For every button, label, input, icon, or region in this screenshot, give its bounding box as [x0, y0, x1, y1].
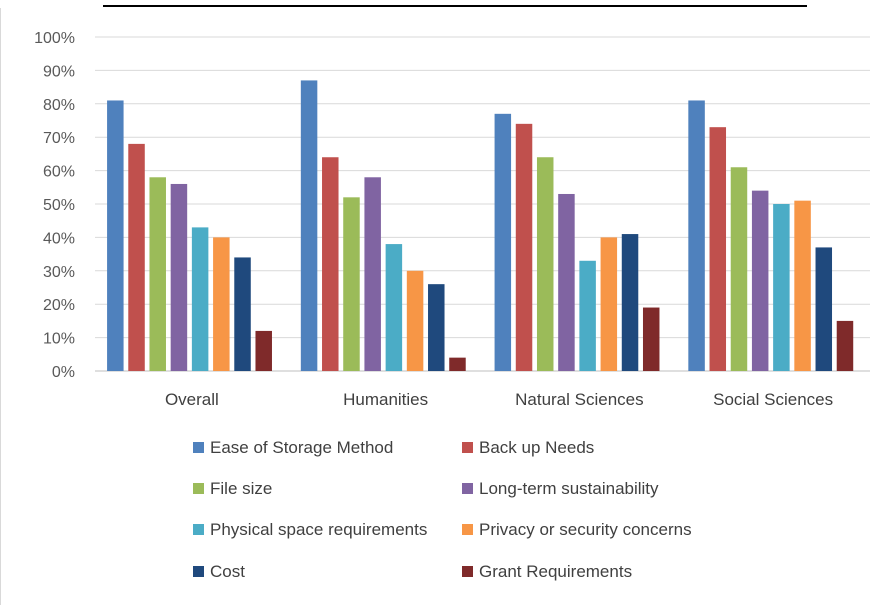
legend-label: Long-term sustainability — [479, 479, 659, 498]
legend-label: Physical space requirements — [210, 520, 427, 539]
legend-label: Ease of Storage Method — [210, 438, 393, 457]
bar — [364, 177, 381, 371]
y-tick-label: 40% — [43, 230, 75, 247]
bar — [449, 357, 466, 371]
bar — [536, 157, 554, 371]
chart-frame — [0, 8, 887, 605]
legend-label: File size — [210, 479, 272, 498]
y-tick-label: 100% — [34, 30, 75, 47]
bar — [709, 127, 727, 372]
bar — [191, 227, 209, 371]
bar — [621, 234, 639, 371]
legend-swatch — [462, 442, 473, 453]
y-tick-label: 80% — [43, 97, 75, 114]
bar — [300, 80, 318, 372]
legend-swatch — [462, 483, 473, 494]
title-underline — [103, 5, 807, 7]
bar — [579, 260, 596, 371]
bar — [600, 237, 618, 371]
bar — [815, 247, 833, 371]
legend-swatch — [193, 483, 204, 494]
legend-swatch — [193, 442, 204, 453]
legend-swatch — [462, 566, 473, 577]
legend-label: Cost — [210, 562, 245, 581]
y-tick-label: 20% — [43, 297, 75, 314]
legend-label: Privacy or security concerns — [479, 520, 692, 539]
bar — [322, 157, 339, 371]
y-tick-label: 0% — [52, 364, 75, 381]
legend-swatch — [193, 524, 204, 535]
category-label: Natural Sciences — [515, 390, 644, 409]
bar — [794, 200, 811, 371]
bar — [836, 320, 854, 371]
bar — [107, 100, 124, 372]
y-tick-label: 50% — [43, 197, 75, 214]
y-tick-label: 30% — [43, 264, 75, 281]
legend-label: Back up Needs — [479, 438, 594, 457]
bar — [428, 284, 445, 371]
y-tick-label: 60% — [43, 164, 75, 181]
bar — [213, 237, 230, 371]
category-label: Overall — [165, 390, 219, 409]
y-tick-label: 70% — [43, 130, 75, 147]
bar — [515, 123, 533, 371]
bar — [170, 183, 188, 371]
bar — [234, 257, 251, 371]
legend-label: Grant Requirements — [479, 562, 632, 581]
bar — [385, 244, 403, 371]
category-label: Social Sciences — [713, 390, 833, 409]
category-label: Humanities — [343, 390, 428, 409]
legend-swatch — [193, 566, 204, 577]
y-tick-label: 90% — [43, 63, 75, 80]
y-tick-label: 10% — [43, 331, 75, 348]
bar — [128, 143, 145, 371]
legend-swatch — [462, 524, 473, 535]
bar — [688, 100, 705, 372]
bar — [773, 204, 790, 371]
bar — [730, 167, 748, 371]
bar — [751, 190, 769, 371]
bar — [494, 113, 512, 371]
bar — [406, 270, 424, 371]
bar — [558, 193, 575, 371]
bar — [343, 197, 360, 371]
bar — [255, 330, 272, 371]
bar — [149, 177, 166, 371]
bar — [642, 307, 660, 371]
